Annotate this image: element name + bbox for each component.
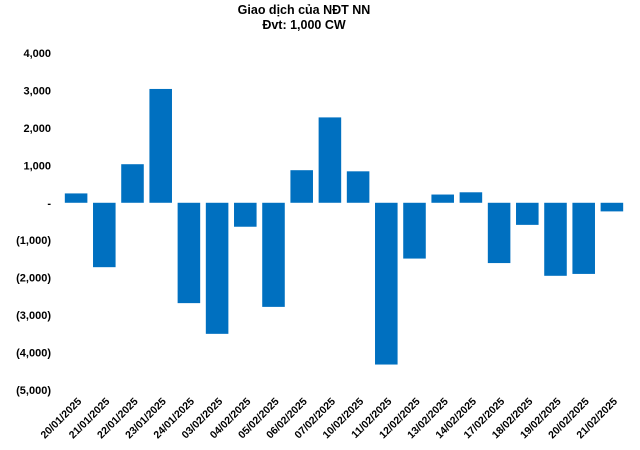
bar-21/02/2025	[600, 202, 624, 212]
bar-10/02/2025	[346, 171, 370, 203]
bar-20/01/2025	[64, 193, 88, 203]
y-tick-label: (3,000)	[16, 310, 51, 322]
y-tick-label: (2,000)	[16, 273, 51, 285]
bar-22/01/2025	[121, 164, 144, 203]
bars	[64, 88, 624, 365]
bar-19/02/2025	[544, 202, 567, 276]
y-tick-label: 3,000	[23, 85, 51, 97]
bar-20/02/2025	[572, 202, 595, 274]
bar-17/02/2025	[487, 202, 511, 264]
y-tick-label: (4,000)	[16, 348, 51, 360]
y-tick-label: 4,000	[23, 48, 51, 60]
chart-title: Giao dịch của NĐT NN	[238, 3, 371, 17]
y-tick-label: (5,000)	[16, 385, 51, 397]
x-axis: 20/01/202521/01/202522/01/202523/01/2025…	[39, 396, 621, 442]
bar-18/02/2025	[516, 202, 539, 225]
chart-subtitle: Đvt: 1,000 CW	[262, 18, 346, 32]
bar-24/01/2025	[177, 202, 201, 304]
y-tick-label: (1,000)	[16, 235, 51, 247]
bar-14/02/2025	[459, 192, 483, 203]
y-tick-label: -	[47, 198, 51, 210]
bar-07/02/2025	[318, 117, 342, 203]
y-tick-label: 2,000	[23, 123, 51, 135]
bar-13/02/2025	[431, 194, 454, 203]
bar-05/02/2025	[262, 202, 285, 307]
bar-23/01/2025	[149, 88, 172, 203]
bar-04/02/2025	[234, 202, 257, 227]
bar-11/02/2025	[375, 202, 398, 365]
bar-21/01/2025	[93, 202, 116, 268]
y-axis: 4,000 3,000 2,000 1,000 - (1,000) (2,000) (3,00…	[16, 48, 51, 397]
bar-12/02/2025	[403, 202, 426, 259]
y-tick-label: 1,000	[23, 160, 51, 172]
bar-06/02/2025	[290, 170, 313, 203]
bar-03/02/2025	[205, 202, 229, 334]
